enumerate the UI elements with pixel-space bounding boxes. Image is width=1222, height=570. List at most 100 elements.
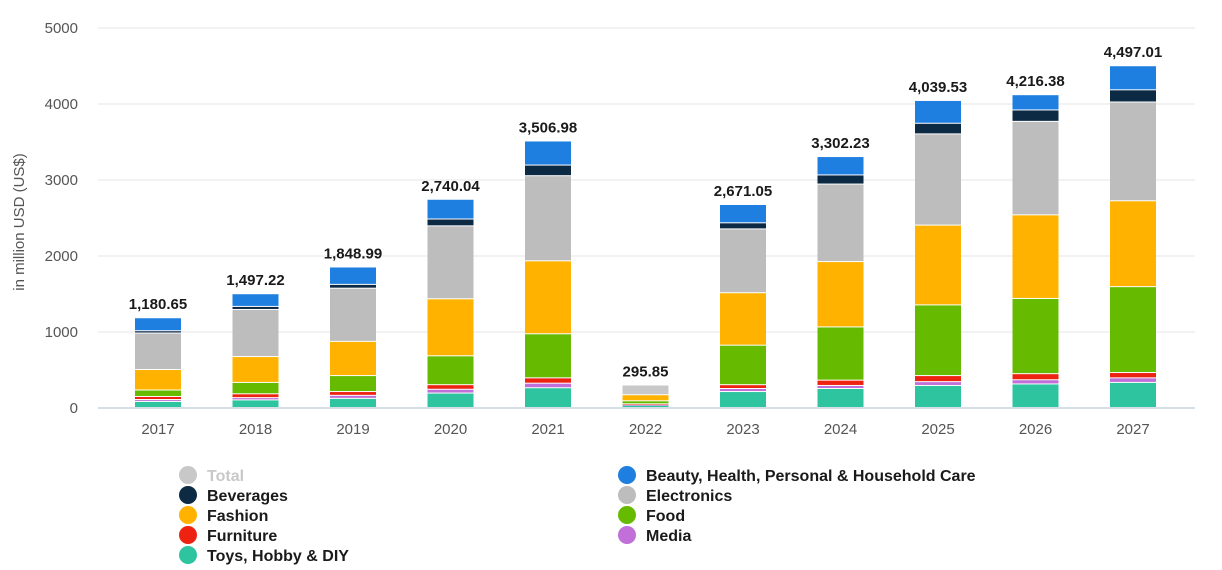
undefined — [1012, 121, 1059, 215]
undefined — [232, 306, 279, 309]
legend-label: Beauty, Health, Personal & Household Car… — [646, 468, 976, 485]
legend-item[interactable]: Fashion — [179, 506, 268, 525]
undefined — [1012, 215, 1059, 298]
y-tick-label: 3000 — [45, 172, 78, 189]
x-tick-label: 2027 — [1116, 421, 1149, 438]
legend-item[interactable]: Beauty, Health, Personal & Household Car… — [618, 466, 976, 485]
undefined — [720, 293, 766, 345]
undefined — [618, 466, 636, 484]
undefined — [622, 385, 669, 395]
undefined — [525, 176, 571, 261]
undefined — [622, 405, 669, 406]
undefined — [525, 383, 571, 388]
x-tick-label: 2019 — [336, 421, 369, 438]
undefined — [330, 395, 376, 398]
y-axis-ticks: 0 1000 2000 3000 4000 5000 — [45, 20, 78, 417]
legend-item[interactable]: Furniture — [179, 526, 277, 545]
undefined — [915, 305, 961, 376]
undefined — [720, 229, 766, 293]
undefined — [525, 261, 571, 334]
y-axis-label: in million USD (US$) — [11, 153, 28, 291]
total-value-label: 295.85 — [623, 364, 669, 381]
undefined — [817, 157, 864, 175]
legend-item[interactable]: Electronics — [618, 486, 732, 505]
undefined — [525, 334, 571, 378]
undefined — [135, 401, 181, 407]
undefined — [618, 486, 636, 504]
y-tick-label: 2000 — [45, 248, 78, 265]
undefined — [817, 389, 864, 407]
undefined — [179, 546, 197, 564]
undefined — [1110, 373, 1156, 378]
undefined — [135, 390, 181, 396]
legend-item[interactable]: Toys, Hobby & DIY — [179, 546, 349, 565]
undefined — [330, 284, 376, 288]
undefined — [1012, 298, 1059, 374]
undefined — [525, 388, 571, 407]
undefined — [915, 100, 961, 123]
undefined — [232, 309, 279, 357]
legend-label: Beverages — [207, 488, 288, 505]
y-tick-label: 0 — [70, 400, 78, 417]
grid-lines — [98, 27, 1195, 409]
undefined — [1110, 382, 1156, 407]
undefined — [720, 223, 766, 229]
undefined — [1012, 374, 1059, 380]
undefined — [915, 123, 961, 134]
undefined — [1012, 110, 1059, 121]
legend-item[interactable]: Beverages — [179, 486, 288, 505]
x-tick-label: 2022 — [629, 421, 662, 438]
legend-label: Fashion — [207, 508, 268, 525]
total-value-label: 2,740.04 — [421, 178, 480, 195]
undefined — [232, 357, 279, 382]
undefined — [135, 400, 181, 401]
legend-label: Food — [646, 508, 685, 525]
undefined — [330, 267, 376, 284]
total-value-label: 3,302.23 — [811, 135, 869, 152]
undefined — [915, 382, 961, 385]
legend-item[interactable]: Total — [179, 466, 244, 485]
legend-item[interactable]: Food — [618, 506, 685, 525]
undefined — [179, 506, 197, 524]
undefined — [427, 393, 474, 407]
undefined — [1012, 384, 1059, 407]
undefined — [1110, 201, 1156, 287]
total-value-label: 2,671.05 — [714, 183, 772, 200]
legend-item[interactable]: Media — [618, 526, 691, 545]
total-value-label: 1,848.99 — [324, 245, 382, 262]
total-value-label: 4,216.38 — [1006, 73, 1064, 90]
total-labels: 1,180.65 1,497.22 1,848.99 2,740.04 3,506.98… — [129, 44, 1162, 380]
undefined — [720, 392, 766, 407]
undefined — [427, 385, 474, 389]
legend[interactable]: Total Beauty, Health, Personal & Househol… — [179, 466, 976, 565]
x-tick-label: 2018 — [239, 421, 272, 438]
legend-label: Toys, Hobby & DIY — [207, 548, 349, 565]
undefined — [622, 405, 669, 407]
undefined — [622, 404, 669, 405]
undefined — [427, 299, 474, 356]
bars — [135, 66, 1156, 407]
undefined — [135, 370, 181, 390]
undefined — [622, 401, 669, 404]
x-tick-label: 2025 — [921, 421, 954, 438]
undefined — [232, 294, 279, 306]
total-value-label: 1,497.22 — [226, 272, 284, 289]
undefined — [525, 165, 571, 176]
undefined — [179, 466, 197, 484]
undefined — [179, 486, 197, 504]
undefined — [1110, 66, 1156, 90]
undefined — [135, 333, 181, 369]
y-tick-label: 5000 — [45, 20, 78, 37]
x-tick-label: 2026 — [1019, 421, 1052, 438]
undefined — [817, 184, 864, 262]
undefined — [330, 341, 376, 376]
undefined — [330, 398, 376, 407]
undefined — [817, 380, 864, 385]
undefined — [232, 398, 279, 400]
undefined — [427, 219, 474, 226]
undefined — [915, 385, 961, 407]
undefined — [1110, 102, 1156, 201]
total-value-label: 1,180.65 — [129, 296, 187, 313]
undefined — [330, 392, 376, 395]
